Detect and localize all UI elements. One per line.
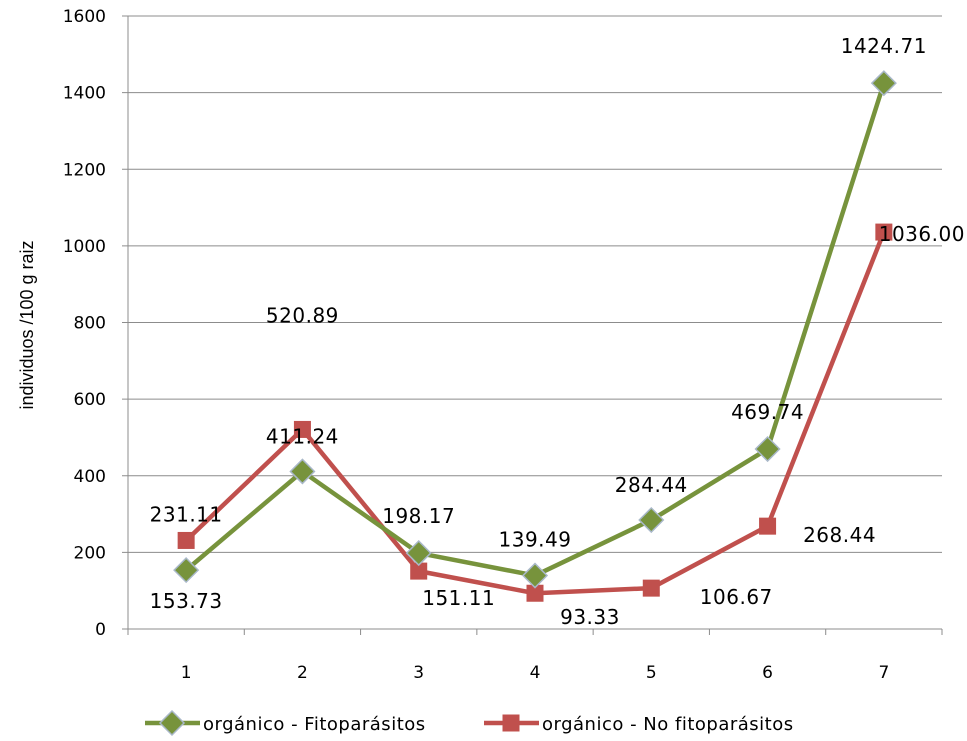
y-tick-label: 600: [74, 390, 106, 410]
data-point-marker: [875, 223, 893, 241]
data-label: 106.67: [700, 585, 773, 609]
data-point-marker: [293, 420, 311, 438]
gridlines: [128, 15, 942, 553]
data-point-marker: [638, 506, 665, 534]
y-tick-label: 800: [74, 314, 106, 334]
data-point-marker: [177, 531, 195, 549]
data-point-marker: [173, 557, 200, 584]
data-label: 93.33: [560, 605, 620, 629]
y-tick-label: 1200: [63, 160, 106, 180]
axes: 0 200 400 600 800 1000 1200 1400 1600 1 2 3 4 5 6 7: [63, 7, 943, 683]
data-label: 411.24: [266, 424, 339, 448]
data-label: 231.11: [150, 502, 223, 526]
data-label: 284.44: [615, 473, 688, 497]
data-label: 153.73: [150, 589, 223, 613]
data-label: 198.17: [382, 504, 455, 528]
x-tick-label: 5: [646, 663, 657, 683]
x-tick-label: 7: [878, 663, 889, 683]
data-point-marker: [754, 435, 781, 463]
data-label: 151.11: [422, 586, 495, 610]
x-tick-label: 4: [530, 663, 541, 683]
data-label: 139.49: [499, 528, 572, 552]
data-point-marker: [759, 517, 777, 535]
y-tick-label: 400: [74, 467, 106, 487]
x-tick-label: 3: [413, 663, 424, 683]
data-labels: 153.73 411.24 198.17 139.49 284.44 469.74 1424…: [150, 34, 965, 629]
legend: orgánico - Fitoparásitos orgánico - No fi…: [145, 709, 794, 737]
x-tick-label: 6: [762, 663, 773, 683]
data-point-marker: [405, 540, 432, 567]
series-lines: [173, 70, 897, 602]
y-tick-label: 1000: [63, 237, 106, 257]
legend-label: orgánico - Fitoparásitos: [203, 714, 426, 735]
y-tick-label: 200: [74, 543, 106, 563]
data-point-marker: [642, 579, 660, 597]
y-tick-label: 1400: [63, 84, 106, 104]
legend-label: orgánico - No fitoparásitos: [542, 714, 794, 735]
data-label: 1036.00: [879, 222, 965, 246]
data-point-marker: [870, 70, 897, 97]
data-label: 469.74: [731, 400, 804, 424]
x-tick-label: 2: [297, 663, 308, 683]
y-tick-label: 0: [95, 620, 106, 640]
data-label: 268.44: [803, 523, 876, 547]
x-tick-label: 1: [181, 663, 192, 683]
data-label: 520.89: [266, 303, 339, 327]
data-point-marker: [521, 562, 549, 589]
y-tick-label: 1600: [63, 7, 106, 27]
data-point-marker: [289, 458, 316, 485]
data-label: 1424.71: [841, 34, 927, 58]
legend-swatch-marker: [502, 714, 520, 732]
legend-swatch-marker: [158, 709, 186, 737]
y-axis-title: individuos /100 g raiz: [17, 240, 37, 409]
